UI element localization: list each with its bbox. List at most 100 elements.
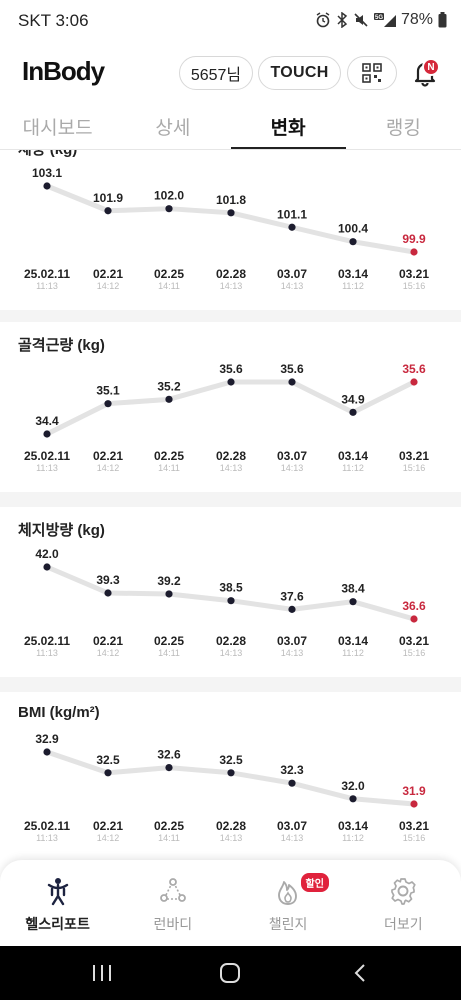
- nav-label: 헬스리포트: [25, 916, 90, 932]
- bluetooth-icon: [337, 12, 348, 28]
- muscle-card: 골격근량 (kg) 34.4 35.1 35.2 35.6 35.6 34.9 35.6 25…: [0, 322, 461, 492]
- data-point: [104, 400, 112, 408]
- x-tick-time: 14:12: [97, 833, 120, 843]
- x-tick-label: 02.28: [216, 449, 246, 463]
- data-label: 101.1: [277, 207, 307, 221]
- data-label: 42.0: [35, 547, 59, 561]
- qr-code-icon: [362, 63, 382, 83]
- data-point: [43, 182, 51, 190]
- chart-title: 체지방량 (kg): [18, 522, 105, 539]
- x-tick-time: 14:11: [158, 833, 180, 843]
- nav-runbody[interactable]: 런바디: [115, 860, 230, 946]
- x-tick-label: 03.14: [338, 267, 368, 281]
- data-label: 35.1: [96, 384, 120, 398]
- x-tick-label: 03.21: [399, 449, 429, 463]
- change-content[interactable]: 체중 (kg) 103.1 101.9 102.0 101.8 101.1 100.4 99…: [0, 150, 461, 860]
- tab-divider: [0, 149, 461, 150]
- data-point: [227, 209, 235, 217]
- x-tick-label: 02.28: [216, 267, 246, 281]
- data-label: 32.5: [96, 753, 120, 767]
- x-tick-time: 14:11: [158, 463, 180, 473]
- tab-change[interactable]: 변화: [230, 102, 347, 150]
- nav-health-report[interactable]: 헬스리포트: [0, 860, 115, 946]
- home-icon[interactable]: [219, 963, 241, 983]
- x-tick-label: 02.25: [154, 267, 184, 281]
- system-nav-bar: [0, 946, 461, 1000]
- x-tick-label: 03.21: [399, 819, 429, 833]
- x-tick-time: 14:13: [220, 281, 243, 291]
- data-point: [104, 769, 112, 777]
- body-fat-card: 체지방량 (kg) 42.0 39.3 39.2 38.5 37.6 38.4 36.6 25…: [0, 507, 461, 677]
- nav-challenge[interactable]: 챌린지 할인: [231, 860, 346, 946]
- user-button[interactable]: 5657님: [179, 56, 253, 90]
- data-label: 35.6: [280, 362, 304, 376]
- data-point: [410, 800, 418, 808]
- data-point: [104, 207, 112, 215]
- data-label: 35.6: [402, 362, 426, 376]
- tab-bar: 대시보드 상세 변화 랭킹: [0, 102, 461, 150]
- x-tick-label: 25.02.11: [24, 449, 70, 463]
- x-tick-time: 14:12: [97, 463, 120, 473]
- x-tick-label: 25.02.11: [24, 819, 70, 833]
- status-icons: 5G 78%: [315, 11, 447, 29]
- data-point: [288, 779, 296, 787]
- data-label: 35.6: [219, 362, 243, 376]
- data-point: [227, 597, 235, 605]
- weight-chart: 103.1 101.9 102.0 101.8 101.1 100.4 99.9 25.02.…: [24, 166, 429, 291]
- touch-label: TOUCH: [270, 64, 329, 81]
- data-label: 32.0: [341, 779, 365, 793]
- data-label: 32.3: [280, 763, 304, 777]
- tab-ranking[interactable]: 랭킹: [385, 117, 421, 139]
- tab-detail[interactable]: 상세: [155, 117, 191, 139]
- bottom-nav: 헬스리포트 런바디 챌린지 할인 더보기: [0, 860, 461, 946]
- x-tick-label: 03.07: [277, 267, 307, 281]
- x-tick-time: 11:12: [342, 648, 364, 658]
- x-tick-time: 14:11: [158, 281, 180, 291]
- back-icon[interactable]: [352, 963, 368, 983]
- x-tick-label: 02.25: [154, 449, 184, 463]
- nav-label: 런바디: [153, 916, 193, 932]
- x-tick-time: 14:13: [220, 648, 243, 658]
- x-tick-label: 25.02.11: [24, 634, 70, 648]
- data-point: [104, 589, 112, 597]
- tab-dashboard[interactable]: 대시보드: [22, 117, 93, 139]
- x-tick-time: 14:13: [281, 463, 304, 473]
- svg-text:5G: 5G: [375, 15, 383, 21]
- x-tick-label: 03.14: [338, 449, 368, 463]
- data-point: [165, 395, 173, 403]
- x-tick-label: 02.28: [216, 819, 246, 833]
- x-tick-time: 11:13: [36, 281, 58, 291]
- data-label: 99.9: [402, 232, 426, 246]
- data-label: 101.8: [216, 193, 246, 207]
- x-tick-time: 15:16: [403, 281, 426, 291]
- x-tick-time: 11:12: [342, 833, 364, 843]
- x-tick-time: 14:11: [158, 648, 180, 658]
- x-tick-label: 03.07: [277, 634, 307, 648]
- data-point: [349, 238, 357, 246]
- data-label: 100.4: [338, 222, 368, 236]
- x-tick-time: 14:13: [220, 833, 243, 843]
- nav-more[interactable]: 더보기: [346, 860, 461, 946]
- data-point: [410, 378, 418, 386]
- x-tick-label: 03.07: [277, 449, 307, 463]
- alarm-icon: [316, 12, 330, 28]
- data-point: [288, 605, 296, 613]
- data-point: [349, 408, 357, 416]
- data-label: 35.2: [157, 379, 181, 393]
- x-tick-time: 14:12: [97, 648, 120, 658]
- x-tick-label: 03.07: [277, 819, 307, 833]
- recent-apps-icon[interactable]: [90, 963, 114, 983]
- x-tick-label: 03.14: [338, 819, 368, 833]
- qr-button[interactable]: [347, 56, 397, 90]
- inbody-logo[interactable]: InBody: [22, 56, 105, 86]
- x-tick-label: 02.21: [93, 634, 123, 648]
- user-label: 5657님: [190, 67, 242, 84]
- x-tick-time: 11:13: [36, 648, 58, 658]
- data-point: [227, 769, 235, 777]
- touch-button[interactable]: TOUCH: [258, 56, 341, 90]
- status-time: SKT 3:06: [18, 11, 89, 30]
- data-point: [288, 378, 296, 386]
- data-label: 37.6: [280, 589, 304, 603]
- data-point: [43, 563, 51, 571]
- x-tick-time: 11:12: [342, 463, 364, 473]
